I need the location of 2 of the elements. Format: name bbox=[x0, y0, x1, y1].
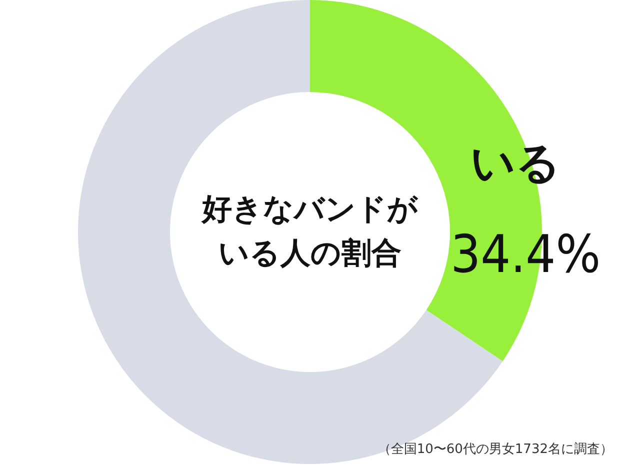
text: （全国10〜60代の男女1732名に調査） bbox=[378, 441, 613, 458]
text: 好きなバンドがいる人の割合 bbox=[200, 191, 419, 273]
